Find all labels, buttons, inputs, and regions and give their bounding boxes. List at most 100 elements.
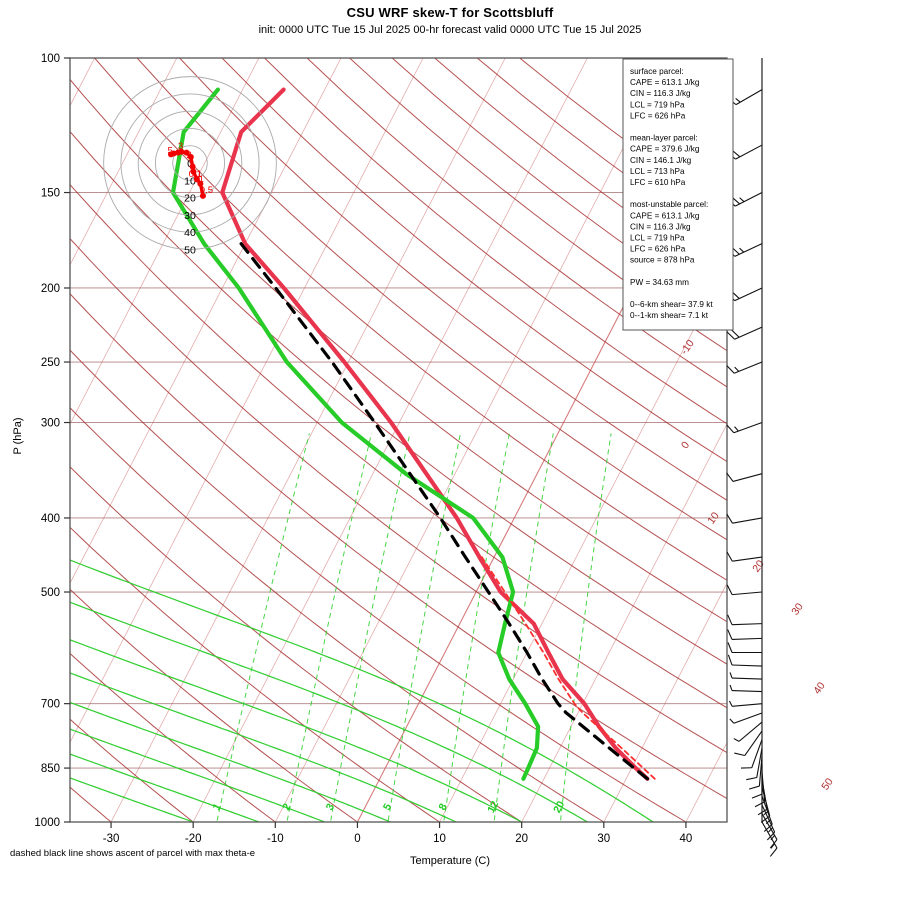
mixing-ratio-label: 2 xyxy=(280,802,293,813)
temperature-tick-label: 0 xyxy=(354,833,360,845)
hodograph-point xyxy=(183,149,190,156)
wind-barb xyxy=(726,326,763,340)
mixing-ratio-label: 5 xyxy=(381,802,394,813)
mixing-ratio-line xyxy=(493,433,554,822)
hodograph-trace-label: 0.1 xyxy=(189,169,202,180)
info-box-line: LFC = 610 hPa xyxy=(630,178,686,187)
hodograph-point xyxy=(189,163,196,170)
mixing-ratio-label: 12 xyxy=(485,799,501,815)
wind-barb xyxy=(729,684,763,693)
hodograph-point xyxy=(168,151,174,158)
page-subtitle: init: 0000 UTC Tue 15 Jul 2025 00-hr for… xyxy=(258,24,642,36)
info-box-line: 0--1-km shear= 7.1 kt xyxy=(630,311,709,320)
mixing-ratio-label: 3 xyxy=(324,802,337,813)
temperature-tick-label: 40 xyxy=(680,833,693,845)
profile-parcel-ascent xyxy=(239,242,649,781)
info-box-line: most-unstable parcel: xyxy=(630,200,708,209)
mixing-ratio-label: 20 xyxy=(551,799,567,815)
hodograph-ring-label: 40 xyxy=(184,227,196,239)
hodograph-ring-label: 10 xyxy=(184,175,196,187)
temperature-tick-label: 20 xyxy=(515,833,528,845)
info-box-frame xyxy=(622,58,734,331)
plot-frame xyxy=(69,57,728,823)
temperature-tick-label: -20 xyxy=(185,833,202,845)
hodograph-ring-label: 20 xyxy=(184,193,196,205)
info-box-line: PW = 34.63 mm xyxy=(630,278,689,287)
mixing-ratio-label: 8 xyxy=(436,802,449,813)
wind-barb xyxy=(734,730,763,757)
wind-barb xyxy=(746,747,763,781)
mixing-ratio-line xyxy=(387,433,461,822)
wind-barb xyxy=(726,551,763,562)
info-box-line: LCL = 719 hPa xyxy=(630,100,685,109)
info-box-line: source = 878 hPa xyxy=(630,256,695,265)
temperature-tick-label: 30 xyxy=(597,833,610,845)
hodograph-ring-label: 0 xyxy=(187,158,193,170)
wind-barb xyxy=(727,654,763,667)
wind-barb xyxy=(726,513,763,524)
x-axis-label: Temperature (C) xyxy=(409,855,491,867)
grid-lines xyxy=(70,58,727,822)
hodograph-trace-label: 5 xyxy=(190,163,195,174)
info-box-line: CAPE = 613.1 J/kg xyxy=(630,78,700,87)
wind-barb xyxy=(733,721,763,742)
dry-adiabat-label: 10 xyxy=(705,510,722,527)
wind-barb xyxy=(726,584,763,596)
pressure-tick-label: 400 xyxy=(41,513,60,525)
mixing-ratio-labels: 1 2 3 5 8 12 20 xyxy=(210,799,567,815)
dry-adiabat-label: 40 xyxy=(811,680,828,697)
profile-traces xyxy=(170,87,656,781)
hodograph-ring xyxy=(137,110,243,216)
wind-barb xyxy=(726,472,763,482)
hodograph-point xyxy=(197,180,204,187)
wind-barb xyxy=(748,756,763,790)
hodograph-point xyxy=(187,153,194,160)
mixing-ratio-line xyxy=(559,433,612,822)
pressure-tick-label: 500 xyxy=(41,587,60,599)
hodograph-trace-label: 2 xyxy=(186,150,191,161)
hodograph-ring xyxy=(155,128,225,198)
hodograph-trace-label: 5 xyxy=(167,146,172,157)
hodograph-trace-label: .1 xyxy=(194,169,202,180)
wind-barb xyxy=(751,764,763,799)
info-box-line: surface parcel: xyxy=(630,67,684,76)
pressure-tick-label: 300 xyxy=(41,418,60,430)
profile-parcel-virtual xyxy=(480,556,656,780)
pressure-tick-label: 1000 xyxy=(34,817,60,829)
wind-barb xyxy=(728,700,763,707)
info-box-line: CIN = 116.3 J/kg xyxy=(630,89,691,98)
wind-barb xyxy=(729,712,763,724)
hodograph-ring-label: 30 xyxy=(184,210,196,222)
dry-adiabat-label: 20 xyxy=(750,558,767,575)
dry-adiabat-label: 30 xyxy=(789,601,806,618)
hodograph-trace-label: 0.5 xyxy=(200,185,213,196)
mixing-ratio-label: 1 xyxy=(210,802,223,813)
wind-barb xyxy=(726,361,763,374)
wind-barb-column xyxy=(726,58,778,857)
hodograph-point xyxy=(190,168,197,175)
wind-barb xyxy=(726,422,763,434)
hodograph-ring-label: 50 xyxy=(184,244,196,256)
pressure-tick-label: 250 xyxy=(41,357,60,369)
info-box-line: CIN = 116.3 J/kg xyxy=(630,222,691,231)
figure-caption: dashed black line shows ascent of parcel… xyxy=(10,848,256,859)
wind-barb xyxy=(729,672,763,680)
wind-barb xyxy=(761,795,773,832)
info-box-line: CIN = 146.1 J/kg xyxy=(630,156,692,165)
pressure-tick-label: 100 xyxy=(41,53,60,65)
pressure-tick-label: 150 xyxy=(41,188,60,200)
info-box-line: CAPE = 379.6 J/kg xyxy=(630,145,700,154)
pressure-tick-label: 850 xyxy=(41,763,60,775)
hodograph-ring xyxy=(120,93,260,233)
page-title: CSU WRF skew-T for Scottsbluff xyxy=(346,5,554,20)
wind-barb xyxy=(761,821,778,857)
plot-border xyxy=(69,57,728,823)
temperature-tick-label: -30 xyxy=(103,833,120,845)
info-box-line: LCL = 719 hPa xyxy=(630,234,685,243)
hodograph-trace-label: 3 xyxy=(178,141,183,152)
wind-barb xyxy=(727,629,763,640)
pressure-tick-label: 700 xyxy=(41,699,60,711)
